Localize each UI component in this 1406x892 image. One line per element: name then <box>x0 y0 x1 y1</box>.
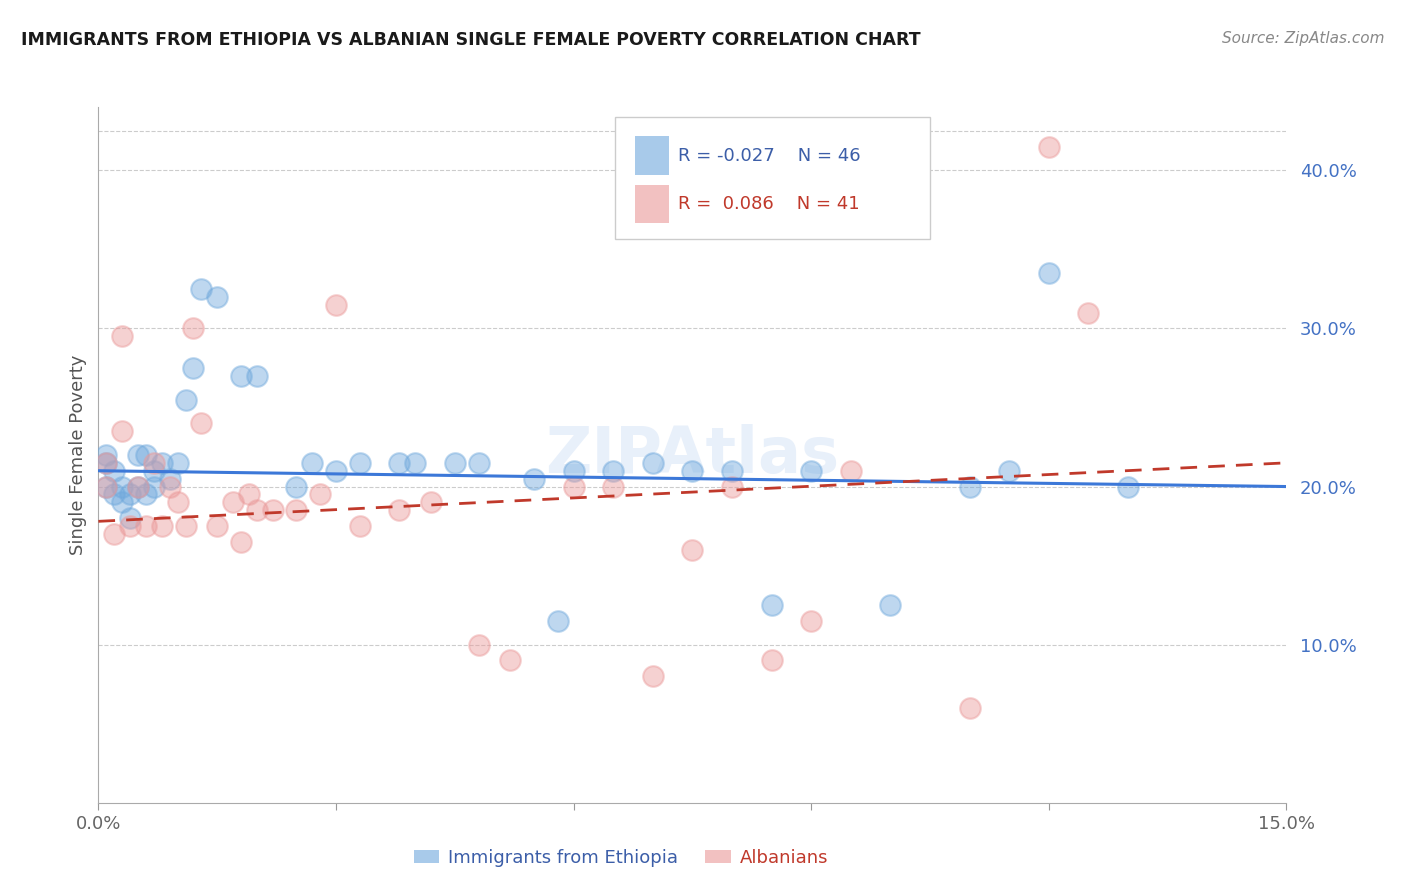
Point <box>111 329 134 343</box>
Point <box>682 542 704 557</box>
Point <box>166 456 188 470</box>
Point <box>127 479 149 493</box>
Point <box>135 487 157 501</box>
Y-axis label: Single Female Poverty: Single Female Poverty <box>69 355 87 555</box>
Point <box>879 598 901 612</box>
Point <box>998 464 1021 478</box>
Point <box>96 456 118 470</box>
Point <box>309 487 332 501</box>
Point <box>721 479 744 493</box>
Point <box>150 519 173 533</box>
Point <box>959 701 981 715</box>
Point <box>562 464 585 478</box>
Point <box>174 519 197 533</box>
Point <box>142 456 165 470</box>
Point <box>111 479 134 493</box>
Point <box>879 139 901 153</box>
Point <box>499 653 522 667</box>
Legend: Immigrants from Ethiopia, Albanians: Immigrants from Ethiopia, Albanians <box>406 841 835 874</box>
Point <box>641 456 664 470</box>
Point <box>325 298 347 312</box>
Point <box>207 519 229 533</box>
Point <box>120 519 142 533</box>
Point <box>190 282 212 296</box>
Point <box>246 368 269 383</box>
Point <box>229 368 252 383</box>
Point <box>467 638 489 652</box>
Point <box>1077 305 1099 319</box>
Point <box>420 495 443 509</box>
Point <box>127 479 149 493</box>
Point <box>523 472 546 486</box>
Point <box>229 534 252 549</box>
FancyBboxPatch shape <box>636 185 669 223</box>
Point <box>682 464 704 478</box>
Point <box>262 503 284 517</box>
Point <box>349 456 371 470</box>
Point <box>959 479 981 493</box>
Point <box>562 479 585 493</box>
Point <box>547 614 569 628</box>
Point <box>103 487 125 501</box>
Point <box>111 495 134 509</box>
Point <box>103 527 125 541</box>
Point <box>96 479 118 493</box>
Point <box>602 479 624 493</box>
Point <box>222 495 245 509</box>
Point <box>207 290 229 304</box>
Point <box>1038 266 1060 280</box>
Point <box>800 614 823 628</box>
Point <box>641 669 664 683</box>
Point <box>127 448 149 462</box>
Point <box>135 448 157 462</box>
Point <box>183 321 205 335</box>
Point <box>150 456 173 470</box>
Point <box>159 479 181 493</box>
Point <box>839 464 862 478</box>
Point <box>120 487 142 501</box>
Text: Source: ZipAtlas.com: Source: ZipAtlas.com <box>1222 31 1385 46</box>
Point <box>444 456 467 470</box>
Point <box>761 653 783 667</box>
Point <box>404 456 426 470</box>
Point <box>120 511 142 525</box>
Point <box>285 503 308 517</box>
Point <box>1038 139 1060 153</box>
Point <box>190 417 212 431</box>
Point <box>325 464 347 478</box>
Text: R = -0.027    N = 46: R = -0.027 N = 46 <box>678 147 860 165</box>
Point <box>761 598 783 612</box>
Point <box>183 360 205 375</box>
FancyBboxPatch shape <box>636 136 669 175</box>
Point <box>285 479 308 493</box>
Point <box>142 479 165 493</box>
Point <box>96 479 118 493</box>
Point <box>301 456 323 470</box>
Point <box>721 464 744 478</box>
Text: R =  0.086    N = 41: R = 0.086 N = 41 <box>678 195 860 213</box>
Point <box>800 464 823 478</box>
Point <box>174 392 197 407</box>
FancyBboxPatch shape <box>616 118 931 239</box>
Point <box>1116 479 1139 493</box>
Point <box>96 456 118 470</box>
Point <box>103 464 125 478</box>
Point <box>159 472 181 486</box>
Point <box>602 464 624 478</box>
Text: IMMIGRANTS FROM ETHIOPIA VS ALBANIAN SINGLE FEMALE POVERTY CORRELATION CHART: IMMIGRANTS FROM ETHIOPIA VS ALBANIAN SIN… <box>21 31 921 49</box>
Point <box>135 519 157 533</box>
Point <box>166 495 188 509</box>
Point <box>96 448 118 462</box>
Point <box>246 503 269 517</box>
Point <box>111 424 134 438</box>
Point <box>142 464 165 478</box>
Point <box>388 456 411 470</box>
Text: ZIPAtlas: ZIPAtlas <box>546 424 839 486</box>
Point <box>467 456 489 470</box>
Point <box>388 503 411 517</box>
Point <box>238 487 260 501</box>
Point <box>349 519 371 533</box>
